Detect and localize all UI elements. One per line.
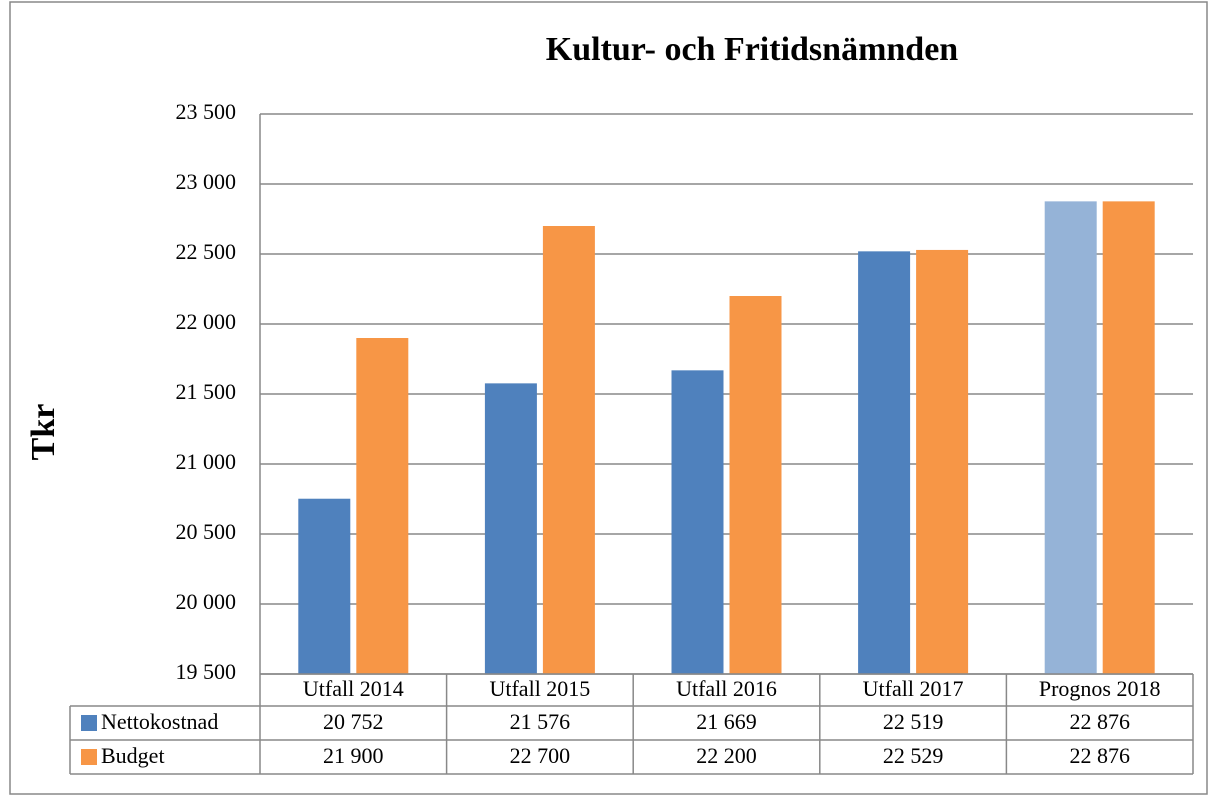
x-tick-label: Prognos 2018	[1039, 676, 1161, 701]
bar	[858, 251, 911, 674]
chart-border	[9, 1, 1208, 795]
table-value: 22 519	[883, 709, 944, 734]
y-tick-label: 21 500	[176, 379, 237, 404]
bar	[729, 296, 782, 674]
bar	[671, 370, 724, 674]
y-tick-label: 23 000	[176, 169, 237, 194]
bar	[484, 383, 537, 674]
table-value: 20 752	[323, 709, 384, 734]
x-tick-label: Utfall 2015	[489, 676, 590, 701]
table-value: 22 200	[696, 743, 757, 768]
bar	[542, 226, 595, 674]
x-tick-label: Utfall 2017	[863, 676, 964, 701]
y-tick-label: 20 000	[176, 589, 237, 614]
x-tick-label: Utfall 2016	[676, 676, 777, 701]
bar	[1044, 201, 1097, 675]
x-tick-label: Utfall 2014	[303, 676, 404, 701]
bar	[916, 249, 969, 674]
y-tick-label: 21 000	[176, 449, 237, 474]
legend-swatch	[81, 715, 97, 731]
table-value: 21 576	[510, 709, 571, 734]
y-tick-label: 19 500	[176, 659, 237, 684]
bar	[356, 338, 409, 674]
table-value: 22 876	[1069, 709, 1130, 734]
table-value: 21 669	[696, 709, 757, 734]
table-value: 22 700	[510, 743, 571, 768]
bar	[298, 498, 351, 674]
bar	[1102, 201, 1155, 675]
table-value: 22 529	[883, 743, 944, 768]
chart-title: Kultur- och Fritidsnämnden	[546, 31, 959, 68]
y-axis-title: Tkr	[25, 404, 62, 461]
y-tick-label: 22 500	[176, 239, 237, 264]
table-value: 21 900	[323, 743, 384, 768]
legend-swatch	[81, 749, 97, 765]
y-tick-label: 22 000	[176, 309, 237, 334]
table-value: 22 876	[1069, 743, 1130, 768]
y-tick-label: 20 500	[176, 519, 237, 544]
y-tick-label: 23 500	[176, 99, 237, 124]
legend-label: Budget	[101, 743, 165, 768]
legend-label: Nettokostnad	[101, 709, 218, 734]
